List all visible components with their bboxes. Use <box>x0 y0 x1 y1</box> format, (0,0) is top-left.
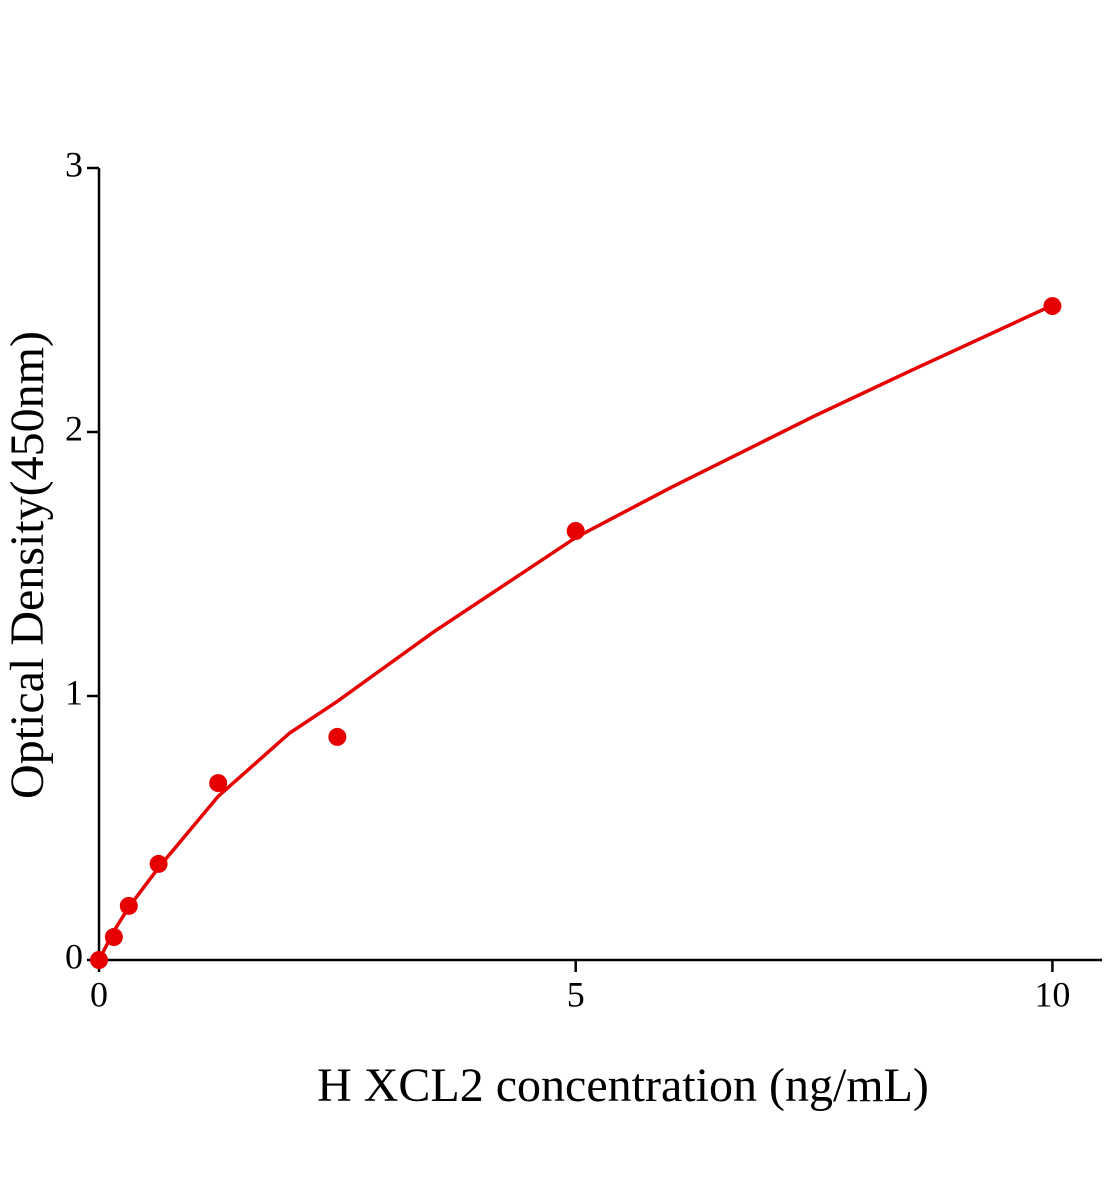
y-tick-label: 3 <box>65 144 83 184</box>
data-point <box>328 727 347 746</box>
data-point <box>209 774 228 793</box>
data-point <box>149 854 168 873</box>
y-tick-label: 2 <box>65 408 83 448</box>
y-axis-title: Optical Density(450nm) <box>1 331 54 799</box>
x-tick-label: 10 <box>1034 974 1070 1014</box>
data-point <box>119 896 138 915</box>
x-tick-label: 5 <box>567 974 585 1014</box>
fit-curve <box>97 303 1054 961</box>
y-tick-label: 1 <box>65 672 83 712</box>
x-tick-label: 0 <box>90 974 108 1014</box>
y-tick-label: 0 <box>65 936 83 976</box>
data-point <box>104 928 123 947</box>
data-point <box>1043 297 1062 316</box>
x-axis-title: H XCL2 concentration (ng/mL) <box>317 1059 929 1112</box>
data-point <box>566 522 585 540</box>
data-point <box>90 951 108 969</box>
